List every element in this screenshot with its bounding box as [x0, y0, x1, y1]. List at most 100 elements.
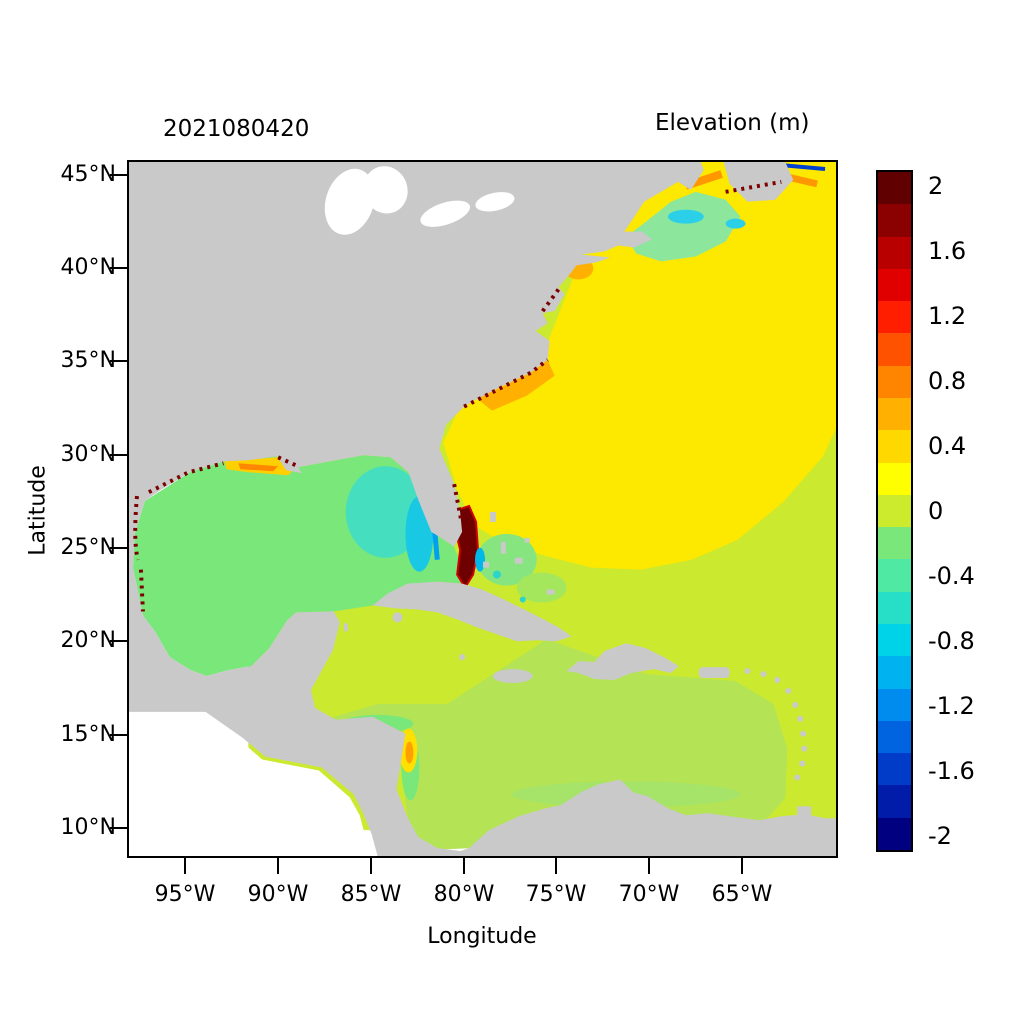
y-tick-label: 10°N: [60, 815, 116, 840]
streak-gulf-of-maine-cyan: [667, 209, 704, 224]
land-nova-scotia: [723, 162, 794, 202]
x-tick: [277, 858, 279, 874]
y-tick-label: 15°N: [60, 722, 116, 747]
x-tick-label: 85°W: [340, 882, 402, 907]
y-tick-label: 25°N: [60, 535, 116, 560]
patch-west-florida-teal: [345, 466, 426, 558]
colorbar-tick-label: 0.8: [928, 367, 967, 395]
island-antilles: [794, 774, 801, 781]
x-tick-label: 80°W: [433, 882, 495, 907]
x-tick: [184, 858, 186, 874]
island-antilles: [800, 730, 807, 737]
x-tick: [463, 858, 465, 874]
y-tick-label: 40°N: [60, 255, 116, 280]
y-tick-label: 20°N: [60, 628, 116, 653]
colorbar-tick-label: -0.8: [928, 627, 975, 655]
island-bahamas: [500, 541, 506, 554]
colorbar-tick-label: -1.2: [928, 692, 975, 720]
plot-title-variable: Elevation (m): [655, 110, 810, 136]
colorbar-cell: [878, 333, 911, 366]
island-cozumel: [343, 623, 348, 632]
land-jamaica: [492, 669, 533, 683]
island-bahamas: [482, 561, 489, 568]
land-cuba: [372, 581, 572, 642]
colorbar-cell: [878, 430, 911, 463]
colorbar-tick-label: 1.2: [928, 302, 967, 330]
colorbar-cell: [878, 301, 911, 334]
y-tick-label: 35°N: [60, 348, 116, 373]
island-cayman: [459, 654, 466, 661]
plot-title-datetime: 2021080420: [163, 116, 310, 142]
colorbar-cell: [878, 365, 911, 398]
x-axis-label: Longitude: [427, 924, 537, 949]
island-antilles: [797, 715, 804, 722]
coastal-extreme-specks: [133, 179, 782, 612]
land-puerto-rico: [698, 667, 730, 679]
colorbar-tick-label: -2: [928, 822, 952, 850]
island-bahamas: [514, 557, 523, 564]
land-south-america: [447, 779, 836, 856]
island-antilles: [760, 671, 767, 678]
y-tick: [110, 734, 127, 736]
spot-florida-strait-cyan: [475, 547, 485, 572]
island-antilles: [774, 677, 781, 683]
patch-nicaragua-orange: [405, 741, 414, 764]
y-tick: [110, 174, 127, 176]
land-north-america: [129, 162, 704, 856]
colorbar-tick-label: -1.6: [928, 757, 975, 785]
island-trinidad: [797, 806, 812, 817]
colorbar-cell: [878, 204, 911, 237]
island-bahamas: [489, 511, 496, 522]
island-antilles: [744, 668, 751, 675]
patch-louisiana-orange: [238, 463, 279, 472]
patch-bahamas-green: [477, 533, 537, 586]
colorbar-cell: [878, 559, 911, 592]
y-tick-label: 45°N: [60, 162, 116, 187]
land-hispaniola: [566, 643, 679, 681]
lake-huron-michigan: [324, 168, 375, 235]
map-plot-area: [127, 160, 838, 858]
y-tick: [110, 360, 127, 362]
x-tick-label: 90°W: [247, 882, 309, 907]
colorbar: [876, 170, 913, 852]
spot-bahamas-teal: [492, 570, 501, 579]
colorbar-cell: [878, 397, 911, 431]
colorbar-cell: [878, 753, 911, 786]
spot-bahamas-teal2: [519, 596, 526, 603]
x-tick: [648, 858, 650, 874]
land-isle-of-youth: [392, 612, 403, 623]
colorbar-cell: [878, 688, 911, 721]
pacific-no-data: [129, 714, 371, 856]
x-tick: [741, 858, 743, 874]
lake-ontario: [475, 192, 515, 212]
y-tick: [110, 454, 127, 456]
colorbar-cell: [878, 817, 911, 850]
colorbar-cell: [878, 720, 911, 754]
patch-bahamas-green2: [516, 572, 567, 603]
island-bahamas: [524, 537, 530, 543]
x-tick-label: 70°W: [618, 882, 680, 907]
colorbar-cell: [878, 527, 911, 560]
streak-georges-bank-cyan: [725, 218, 746, 229]
colorbar-cell: [878, 591, 911, 624]
colorbar-cell: [878, 236, 911, 269]
y-tick: [110, 267, 127, 269]
colorbar-tick-label: 1.6: [928, 237, 967, 265]
y-tick-label: 30°N: [60, 442, 116, 467]
colorbar-tick-label: 0.4: [928, 432, 967, 460]
island-turks: [546, 589, 555, 595]
x-tick: [555, 858, 557, 874]
ocean-region-atlantic-yellow: [443, 162, 836, 570]
lake-erie: [420, 200, 471, 227]
colorbar-cell: [878, 172, 911, 205]
patch-gulf-of-maine-green: [626, 191, 741, 262]
x-tick-label: 95°W: [154, 882, 216, 907]
elevation-map: [129, 162, 836, 856]
colorbar-cell: [878, 785, 911, 818]
island-antilles: [799, 760, 806, 767]
y-tick: [110, 827, 127, 829]
colorbar-cell: [878, 268, 911, 302]
x-tick: [370, 858, 372, 874]
lake-huron: [363, 166, 408, 214]
